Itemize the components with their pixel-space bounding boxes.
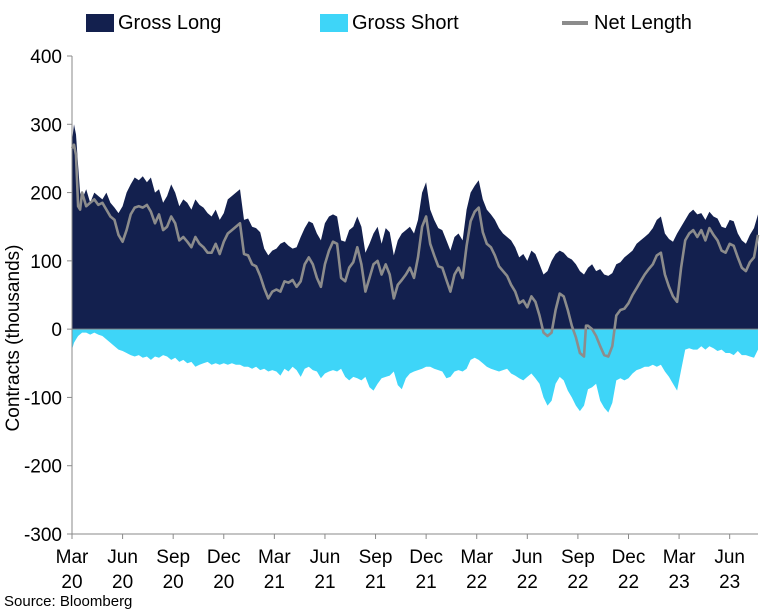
y-tick-label: 100 <box>30 252 62 273</box>
x-tick-label-year: 21 <box>365 572 386 593</box>
x-tick-label-year: 23 <box>669 572 690 593</box>
x-tick-label-month: Jun <box>714 547 745 568</box>
y-tick-label: -300 <box>24 525 62 546</box>
legend-swatch-net-length <box>562 21 588 25</box>
y-tick-label: 200 <box>30 184 62 205</box>
x-tick-label-month: Mar <box>663 547 696 568</box>
x-tick-label-month: Jun <box>107 547 138 568</box>
x-tick-label-year: 22 <box>517 572 538 593</box>
y-tick-label: 400 <box>30 47 62 68</box>
y-tick-label: 0 <box>51 320 62 341</box>
x-tick-label-year: 22 <box>618 572 639 593</box>
legend-label-net-length: Net Length <box>594 12 692 34</box>
legend: Gross Long Gross Short Net Length <box>0 10 770 38</box>
legend-swatch-gross-long <box>86 14 114 32</box>
x-tick-label-month: Jun <box>310 547 341 568</box>
x-tick-label-year: 21 <box>264 572 285 593</box>
y-tick-label: -100 <box>24 388 62 409</box>
gross-long-area <box>72 124 758 330</box>
x-tick-label-month: Sep <box>156 547 190 568</box>
x-tick-label-year: 21 <box>314 572 335 593</box>
x-tick-label-month: Dec <box>207 547 241 568</box>
gross-short-area <box>72 329 758 413</box>
x-tick-label-year: 20 <box>213 572 234 593</box>
legend-swatch-gross-short <box>320 14 348 32</box>
x-tick-label-month: Mar <box>460 547 493 568</box>
legend-item-gross-short: Gross Short <box>320 10 459 36</box>
y-tick-label: -200 <box>24 457 62 478</box>
x-tick-label-month: Mar <box>258 547 291 568</box>
x-tick-label-month: Sep <box>359 547 393 568</box>
legend-item-gross-long: Gross Long <box>86 10 221 36</box>
x-tick-label-year: 21 <box>416 572 437 593</box>
legend-item-net-length: Net Length <box>562 10 692 36</box>
x-tick-label-year: 22 <box>466 572 487 593</box>
axis-layer: 4003002001000-100-200-300Mar20Jun20Sep20… <box>24 47 758 593</box>
y-axis-label: Contracts (thousands) <box>3 244 24 432</box>
x-tick-label-month: Mar <box>56 547 89 568</box>
legend-label-gross-long: Gross Long <box>118 12 222 34</box>
y-tick-label: 300 <box>30 115 62 136</box>
x-tick-label-year: 20 <box>61 572 82 593</box>
x-tick-label-year: 20 <box>112 572 133 593</box>
net-length-line <box>70 143 760 358</box>
x-tick-label-month: Dec <box>612 547 646 568</box>
source-note: Source: Bloomberg <box>4 593 133 610</box>
x-tick-label-month: Sep <box>561 547 595 568</box>
x-tick-label-year: 22 <box>567 572 588 593</box>
x-tick-label-month: Dec <box>409 547 443 568</box>
plot-layer <box>70 124 760 413</box>
x-tick-label-year: 20 <box>163 572 184 593</box>
x-tick-label-year: 23 <box>719 572 740 593</box>
legend-label-gross-short: Gross Short <box>352 12 459 34</box>
x-tick-label-month: Jun <box>512 547 543 568</box>
